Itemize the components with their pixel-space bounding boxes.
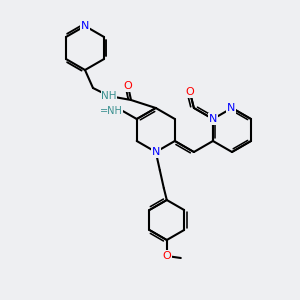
Text: O: O	[124, 81, 132, 91]
Text: N: N	[81, 21, 89, 31]
Text: O: O	[185, 87, 194, 97]
Text: N: N	[209, 114, 217, 124]
Text: N: N	[152, 147, 160, 157]
Text: =NH: =NH	[100, 106, 123, 116]
Text: O: O	[162, 251, 171, 261]
Text: N: N	[227, 103, 235, 113]
Text: NH: NH	[101, 91, 117, 101]
